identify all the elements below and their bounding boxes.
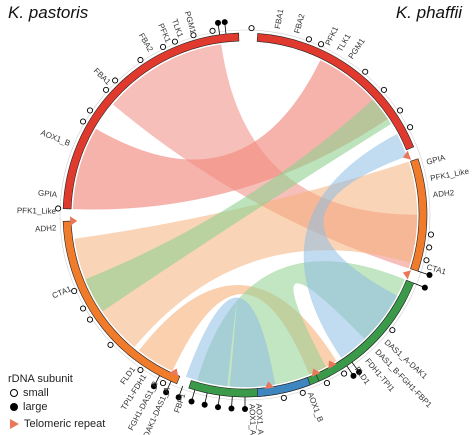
gene-label: AOX1_A [254,403,265,435]
rdna-small-marker [380,86,388,93]
synteny-ribbon [85,99,392,312]
legend-telomeric: Telomeric repeat [8,417,105,431]
rdna-small-marker [159,380,167,387]
chromosome-segment-right-orange [410,158,428,272]
gene-label: TLK1 [170,18,185,40]
rdna-large-marker [215,404,222,411]
telomeric-repeat-marker [169,368,179,377]
rdna-large-marker [421,284,428,291]
gene-label: ADH2 [35,223,57,234]
rdna-large-marker [350,372,357,379]
rdna-large-marker [221,19,228,26]
rdna-small-marker [407,124,414,131]
synteny-ribbon [303,133,407,358]
chromosome-segment-left-red [62,32,240,210]
gene-label: AOX1_B [39,128,71,148]
legend-heading: rDNA subunit [8,373,73,385]
legend-telomeric-label: Telomeric repeat [24,418,106,430]
chromosome-segment-right-blue [256,377,311,397]
rdna-small-marker [427,231,435,238]
rdna-small-marker [55,205,62,212]
rdna-large-marker [163,389,170,396]
gene-label: GPIA [38,188,59,199]
rdna-large-marker [228,405,235,412]
gene-label: AOX1_B [306,391,325,423]
synteny-ribbon [185,297,276,388]
telomeric-repeat-marker [328,360,337,369]
rdna-small-marker [102,86,110,93]
gene-label: PFK1 [156,22,173,44]
gene-label: PFK1_Like [430,167,471,183]
rdna-small-marker [341,370,348,377]
rdna-large-marker [150,383,157,390]
rdna-small-marker [389,327,396,334]
rdna-small-marker [423,257,430,264]
rdna-small-marker [190,32,197,39]
gene-label: GPIA [425,153,446,167]
rdna-small-marker [137,366,144,374]
rdna-small-marker [86,107,94,114]
rdna-large-marker [175,394,182,401]
rdna-small-marker [80,305,87,312]
small-marker-icon [10,389,18,397]
rdna-large-marker [356,368,363,375]
telomeric-repeat-marker [311,368,321,377]
gene-label: CTA1 [51,284,73,300]
rdna-small-marker [86,316,94,323]
rdna-large-marker [426,271,433,278]
rdna-small-marker [362,68,369,75]
rdna-small-marker [396,107,404,114]
rdna-small-marker [159,43,167,50]
gene-label: FBA2 [292,12,306,34]
chromosome-segment-right-red [256,33,415,151]
rdna-small-marker [171,38,178,45]
rdna-small-marker [426,244,433,251]
legend-small-label: small [23,387,49,399]
rdna-large-marker [201,401,208,408]
gene-label: FBA2 [137,32,155,54]
telomere-triangle-icon [10,419,19,429]
gene-label: PFK1_Like [17,206,57,216]
rdna-large-marker [215,19,222,26]
gene-label: PGM1 [183,10,198,35]
rdna-small-marker [323,380,331,387]
rdna-large-marker [242,406,248,412]
telomeric-repeat-marker [264,381,275,389]
rdna-small-marker [137,56,144,64]
legend-large-label: large [23,401,48,413]
rdna-small-marker [80,118,87,125]
title-k-pastoris: K. pastoris [8,3,89,22]
gene-label: AOX1_A [247,404,257,435]
gene-label: FBP1 [172,392,187,414]
rdna-small-marker [280,394,287,401]
gene-label: FBA1 [92,66,113,87]
title-k-phaffii: K. phaffii [395,3,462,22]
gene-label: ADH2 [432,188,455,199]
rdna-small-marker [318,41,325,48]
legend: rDNA subunit small large Telomeric repea… [8,372,105,431]
telomeric-repeat-marker [402,150,412,160]
rdna-small-marker [299,389,306,396]
rdna-small-marker [209,27,216,34]
rdna-small-marker [107,341,114,348]
synteny-ribbon [74,161,418,348]
rdna-small-marker [112,77,119,84]
rdna-large-marker [188,398,195,405]
large-marker-icon [10,403,18,411]
rdna-small-marker [305,36,313,43]
telomeric-repeat-marker [402,270,412,280]
legend-small: small [8,386,105,400]
telomeric-repeat-marker [70,216,78,226]
gene-label: FBA1 [273,8,285,30]
rdna-small-marker [71,288,78,295]
rdna-small-marker [248,25,255,32]
legend-large: large [8,400,105,414]
